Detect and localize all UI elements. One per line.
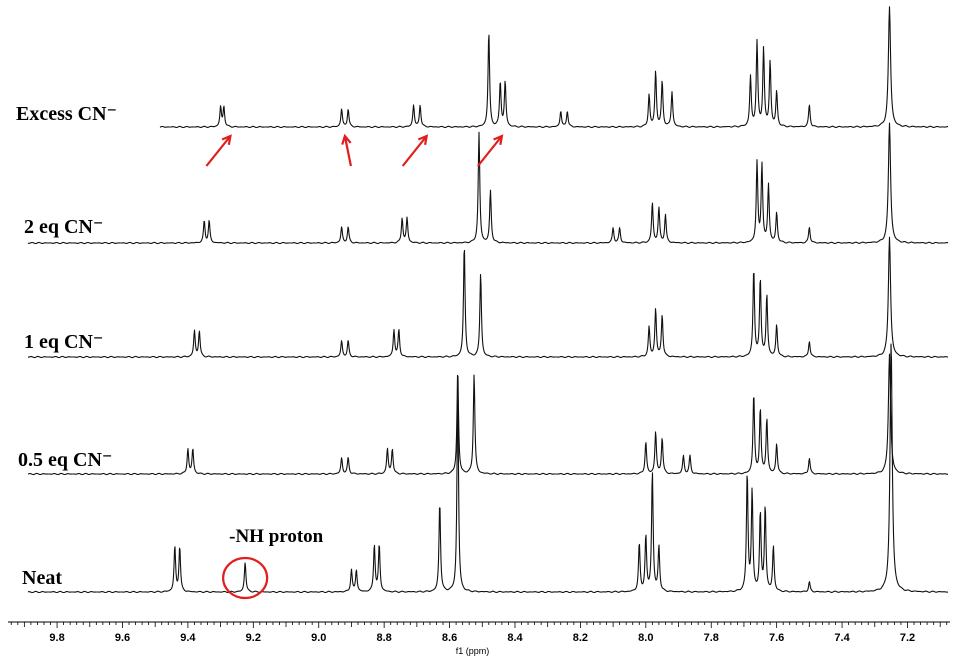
series-label: Neat xyxy=(22,567,62,589)
x-tick-label: 7.2 xyxy=(900,632,915,644)
series-label: 1 eq CN⁻ xyxy=(24,331,103,353)
x-tick-label: 9.2 xyxy=(246,632,261,644)
x-axis: 9.8 9.6 9.4 9.2 9.0 8.8 8.6 8.4 8.2 8.0 7.8 7.6 7.4 7… xyxy=(8,621,950,656)
red-arrow-head xyxy=(341,133,352,145)
series-labels: Excess CN⁻ 2 eq CN⁻ 1 eq CN⁻ 0.5 eq CN⁻ Neat xyxy=(16,103,117,589)
spectrum-trace xyxy=(27,343,949,594)
nh-proton-label: -NH proton xyxy=(229,526,324,547)
spectrum-trace xyxy=(27,353,949,476)
series-label: 0.5 eq CN⁻ xyxy=(18,449,112,471)
x-tick-label: 8.4 xyxy=(507,632,523,644)
x-tick-label: 9.8 xyxy=(49,632,64,644)
x-tick-label: 8.6 xyxy=(442,632,457,644)
nh-proton-circle xyxy=(222,556,269,600)
red-arrow xyxy=(401,135,428,167)
annotations: -NH proton xyxy=(205,133,504,600)
x-tick-label: 9.6 xyxy=(115,632,130,644)
x-tick-label: 7.8 xyxy=(704,632,719,644)
series-label: Excess CN⁻ xyxy=(16,103,117,125)
x-axis-label: f1 (ppm) xyxy=(456,646,490,656)
spectrum-5 xyxy=(27,343,949,594)
x-tick-label: 7.4 xyxy=(834,632,850,644)
spectrum-trace xyxy=(159,6,949,129)
red-arrow xyxy=(205,135,232,167)
x-tick-label: 8.2 xyxy=(573,632,588,644)
spectrum-4 xyxy=(27,353,949,476)
spectrum-trace xyxy=(27,122,949,245)
x-tick-label: 7.6 xyxy=(769,632,784,644)
red-arrow-head xyxy=(221,134,232,146)
spectrum-2 xyxy=(27,122,949,245)
spectrum-3 xyxy=(27,236,949,359)
spectra-traces xyxy=(27,6,949,594)
x-tick-label: 8.0 xyxy=(638,632,653,644)
x-tick-label: 9.4 xyxy=(180,632,196,644)
red-arrow xyxy=(477,135,503,167)
series-label: 2 eq CN⁻ xyxy=(24,216,103,238)
x-tick-label: 9.0 xyxy=(311,632,326,644)
spectrum-1 xyxy=(159,6,949,129)
x-tick-label: 8.8 xyxy=(376,632,391,644)
spectrum-trace xyxy=(27,236,949,359)
red-arrow xyxy=(343,135,352,167)
red-arrow-head xyxy=(417,134,429,146)
red-arrow-head xyxy=(493,134,504,146)
